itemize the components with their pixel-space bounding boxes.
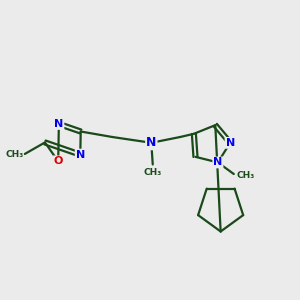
Text: N: N [76,150,85,160]
Text: N: N [54,119,64,129]
Text: CH₃: CH₃ [5,150,23,159]
Text: N: N [146,136,157,149]
Text: N: N [226,138,235,148]
Text: CH₃: CH₃ [144,168,162,177]
Text: N: N [213,158,223,167]
Text: O: O [53,156,63,167]
Text: CH₃: CH₃ [236,171,254,180]
